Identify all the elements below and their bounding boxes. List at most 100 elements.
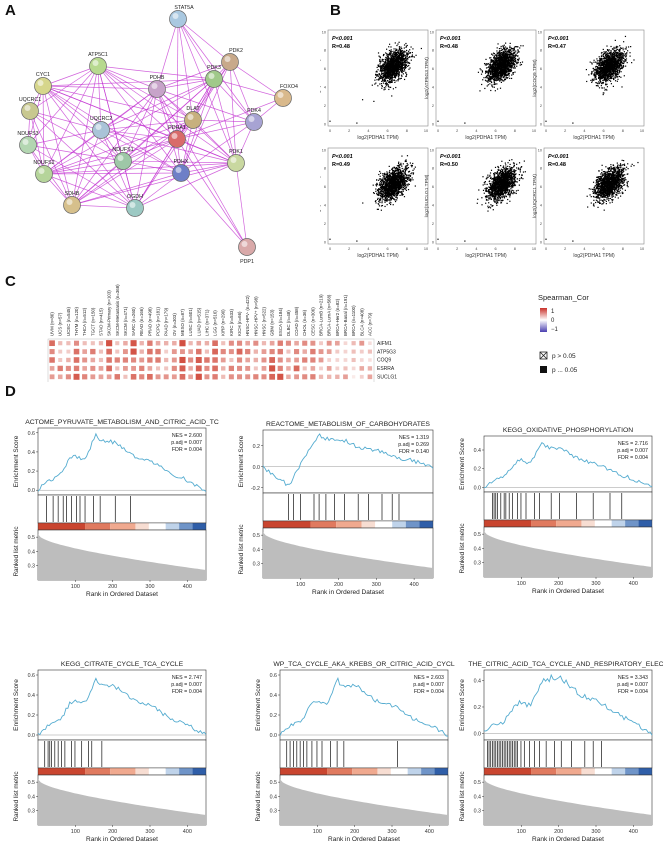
scatter-point: [405, 58, 407, 61]
scatter-point: [394, 65, 397, 67]
scatter-point: [399, 185, 401, 188]
scatter-point: [487, 71, 489, 73]
scatter-point: [401, 155, 403, 157]
scatter-point: [394, 74, 396, 76]
scatter-point: [490, 61, 492, 63]
scatter-point: [606, 60, 609, 63]
y-tick-label: 2: [432, 104, 434, 108]
scatter-point: [495, 69, 497, 71]
scatter-point: [492, 74, 494, 76]
scatter-point: [626, 53, 628, 55]
scatter-point: [608, 59, 610, 61]
scatter-point: [374, 76, 377, 79]
scatter-point: [505, 60, 508, 62]
scatter-point: [499, 87, 502, 89]
network-node: PDK1: [227, 149, 245, 172]
network-edge: [177, 18, 194, 121]
scatter-point: [381, 65, 383, 67]
scatter-point: [506, 66, 508, 68]
scatter-point: [403, 63, 406, 65]
scatter-point: [615, 71, 618, 73]
scatter-point: [616, 63, 618, 65]
network-edge: [71, 172, 182, 206]
scatter-point: [511, 74, 513, 76]
scatter-point: [381, 70, 383, 72]
scatter-point: [496, 73, 498, 75]
scatter-point: [506, 47, 508, 50]
scatter-point: [379, 63, 381, 65]
scatter-point: [485, 70, 487, 72]
scatter-point: [599, 73, 601, 75]
network-edge: [100, 129, 182, 174]
scatter-point: [605, 88, 607, 91]
scatter-point: [614, 64, 616, 66]
scatter-point: [505, 68, 507, 70]
scatter-point: [377, 189, 379, 191]
scatter-point: [391, 67, 393, 69]
scatter-point: [611, 53, 613, 55]
scatter-point: [491, 67, 493, 70]
scatter-point: [493, 82, 495, 84]
scatter-point: [598, 68, 601, 70]
scatter-point: [380, 70, 382, 72]
scatter-point: [613, 47, 615, 50]
scatter-point: [605, 56, 607, 58]
scatter-point: [505, 57, 507, 59]
scatter-point: [497, 75, 500, 77]
network-edge: [29, 110, 73, 206]
scatter-point: [397, 74, 399, 76]
scatter-point: [377, 203, 379, 205]
scatter-point: [496, 72, 498, 74]
scatter-point: [495, 60, 497, 62]
node-highlight: [66, 199, 73, 205]
scatter-point: [520, 45, 522, 47]
scatter-point: [491, 81, 493, 84]
scatter-point: [400, 69, 403, 71]
x-tick-label: 0: [329, 129, 331, 133]
scatter-point: [495, 64, 497, 67]
scatter-point: [597, 72, 599, 74]
scatter-point: [614, 63, 616, 65]
scatter-point: [495, 57, 497, 59]
scatter-point: [617, 76, 619, 78]
scatter-point: [498, 67, 500, 69]
scatter-point: [511, 56, 513, 58]
scatter-point: [625, 56, 627, 58]
scatter-point: [386, 65, 389, 67]
scatter-point: [501, 62, 503, 65]
scatter-point: [398, 50, 400, 52]
scatter-point: [396, 59, 398, 61]
scatter-point: [385, 74, 387, 77]
scatter-point: [386, 62, 389, 64]
scatter-point: [513, 60, 515, 63]
scatter-point: [598, 64, 600, 66]
scatter-point: [397, 62, 400, 64]
scatter-point: [488, 66, 490, 68]
scatter-point: [382, 60, 384, 63]
network-node: PDP1: [238, 238, 256, 265]
scatter-point: [388, 57, 390, 59]
scatter-point: [603, 75, 605, 77]
scatter-point: [609, 60, 612, 62]
scatter-point: [602, 69, 604, 71]
network-edge: [156, 88, 255, 123]
scatter-point: [603, 63, 605, 66]
scatter-point: [391, 54, 393, 57]
scatter-point: [498, 60, 501, 62]
scatter-point: [500, 81, 502, 83]
scatter-point: [380, 69, 382, 71]
scatter-point: [409, 179, 411, 182]
scatter-point: [514, 57, 516, 60]
scatter-point: [495, 63, 498, 65]
scatter-point: [498, 65, 500, 68]
scatter-point: [394, 58, 396, 60]
scatter-point: [622, 66, 624, 69]
network-edge: [235, 162, 248, 248]
scatter-point: [610, 51, 612, 54]
scatter-point: [504, 62, 507, 64]
scatter-point: [392, 62, 395, 64]
scatter-point: [498, 73, 500, 76]
scatter-point: [378, 72, 380, 75]
scatter-point: [506, 65, 508, 67]
node-circle: [274, 89, 292, 107]
